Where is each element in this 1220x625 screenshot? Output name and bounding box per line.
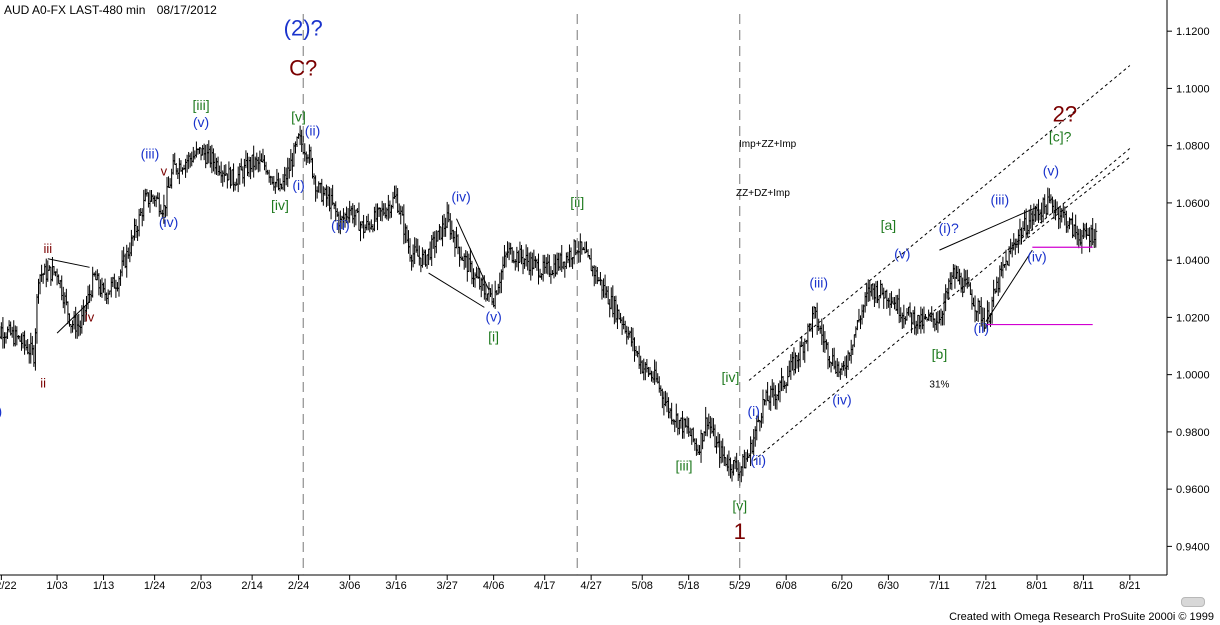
x-tick-label: 2/24: [288, 580, 309, 592]
horizontal-scroll-thumb[interactable]: [1181, 597, 1205, 607]
wave-label: (ii): [305, 123, 321, 139]
wave-label: (iv): [159, 214, 178, 230]
wave-label: [iv]: [722, 369, 740, 385]
wave-label: C?: [289, 56, 317, 81]
x-tick-label: 6/30: [878, 580, 899, 592]
y-tick-label: 1.0400: [1176, 255, 1210, 267]
x-tick-label: 6/08: [775, 580, 796, 592]
wave-label: v: [161, 164, 168, 179]
wave-label: 2?: [1053, 101, 1077, 126]
wave-label: (iv): [1027, 249, 1046, 265]
channel-line: [753, 148, 1131, 461]
wave-label: [iv]: [271, 197, 289, 213]
wave-label: (iii): [990, 191, 1009, 207]
wave-label: [iii]: [192, 97, 209, 113]
x-tick-label: 7/11: [929, 580, 950, 592]
wave-label: [iii]: [675, 458, 692, 474]
y-tick-label: 0.9400: [1176, 541, 1210, 553]
x-tick-label: 5/08: [632, 580, 653, 592]
x-tick-label: 8/11: [1073, 580, 1094, 592]
wave-label: Imp+ZZ+Imp: [739, 139, 797, 150]
trendline: [47, 258, 90, 268]
wave-label: (v): [894, 246, 910, 262]
trendline: [939, 206, 1038, 251]
wave-label: [ii]: [570, 194, 584, 210]
wave-label: (ii): [751, 452, 767, 468]
wave-label: ii): [0, 403, 2, 419]
y-tick-label: 1.0600: [1176, 198, 1210, 210]
credit-footer: Created with Omega Research ProSuite 200…: [949, 611, 1214, 623]
x-tick-label: 7/21: [975, 580, 996, 592]
wave-label: 31%: [929, 380, 949, 391]
x-tick-label: 4/06: [483, 580, 504, 592]
wave-label: (iii): [331, 217, 350, 233]
y-tick-label: 1.0000: [1176, 370, 1210, 382]
wave-label: iv: [85, 310, 95, 325]
wave-label: (2)?: [284, 15, 323, 40]
x-tick-label: 6/20: [831, 580, 852, 592]
x-tick-label: 4/17: [534, 580, 555, 592]
x-tick-label: 1/24: [144, 580, 165, 592]
x-tick-label: 3/16: [385, 580, 406, 592]
x-tick-label: 1 2/22: [0, 580, 17, 592]
trendline: [56, 301, 90, 334]
wave-label: 1: [734, 519, 746, 544]
y-tick-label: 1.0800: [1176, 141, 1210, 153]
x-tick-label: 1/13: [93, 580, 114, 592]
trendline: [985, 249, 1033, 322]
y-tick-label: 0.9800: [1176, 427, 1210, 439]
wave-label: [b]: [932, 346, 948, 362]
x-tick-label: 8/01: [1026, 580, 1047, 592]
x-tick-label: 4/27: [580, 580, 601, 592]
wave-label: ZZ+DZ+Imp: [736, 188, 790, 199]
channel-line: [1022, 156, 1131, 242]
wave-label: [i]: [488, 329, 499, 345]
wave-label: ii: [40, 376, 46, 391]
x-tick-label: 1/03: [46, 580, 67, 592]
x-tick-label: 8/21: [1119, 580, 1140, 592]
x-tick-label: 5/29: [729, 580, 750, 592]
wave-label: (v): [193, 114, 209, 130]
trendline: [428, 272, 485, 308]
symbol-label: AUD A0-FX LAST-480 min: [4, 3, 146, 17]
channel-line: [748, 65, 1131, 381]
wave-label: (v): [1043, 163, 1059, 179]
wave-label: [c]?: [1049, 128, 1072, 144]
wave-label: (i): [747, 403, 759, 419]
wave-label: (ii): [973, 320, 989, 336]
wave-label: (iii): [141, 146, 160, 162]
wave-label: [v]: [291, 108, 306, 124]
y-tick-label: 1.1000: [1176, 83, 1210, 95]
wave-label: (i): [292, 177, 304, 193]
x-tick-label: 3/06: [339, 580, 360, 592]
x-tick-label: 3/27: [436, 580, 457, 592]
wave-label: [v]: [732, 498, 747, 514]
trendline: [456, 218, 490, 291]
wave-label: (i)?: [939, 220, 959, 236]
y-tick-label: 1.0200: [1176, 312, 1210, 324]
wave-label: (iv): [451, 188, 470, 204]
x-tick-label: 2/03: [190, 580, 211, 592]
wave-label: (v): [485, 309, 501, 325]
y-tick-label: 1.1200: [1176, 26, 1210, 38]
wave-label: [a]: [881, 217, 897, 233]
wave-label: (iv): [832, 392, 851, 408]
wave-label: iii: [43, 241, 52, 256]
chart-header: AUD A0-FX LAST-480 min 08/17/2012: [4, 3, 225, 17]
x-tick-label: 2/14: [241, 580, 262, 592]
y-tick-label: 0.9600: [1176, 484, 1210, 496]
wave-label: (iii): [809, 274, 828, 290]
chart-date: 08/17/2012: [156, 3, 217, 17]
x-tick-label: 5/18: [678, 580, 699, 592]
